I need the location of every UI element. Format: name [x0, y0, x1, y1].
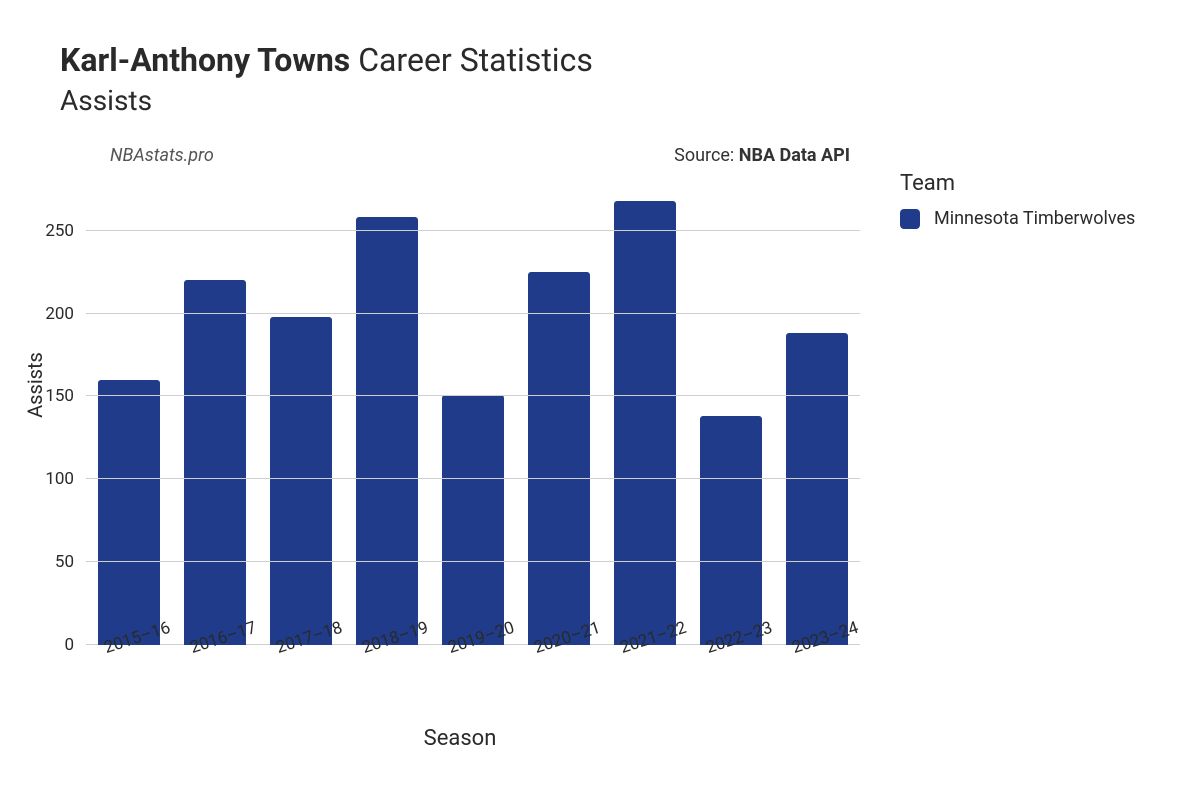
grid-line	[86, 561, 860, 562]
bar-slot: 2018–19	[344, 181, 430, 645]
bar	[786, 333, 848, 645]
y-tick-label: 250	[45, 221, 74, 241]
legend-items: Minnesota Timberwolves	[900, 208, 1135, 229]
bar-slot: 2015–16	[86, 181, 172, 645]
bar-slot: 2023–24	[774, 181, 860, 645]
plot-row: NBAstats.pro Source: NBA Data API Assist…	[40, 145, 1160, 645]
y-tick-label: 200	[45, 304, 74, 324]
bar	[614, 201, 676, 645]
bar-slot: 2020–21	[516, 181, 602, 645]
chart-container: Karl-Anthony Towns Career Statistics Ass…	[0, 0, 1200, 800]
bar	[98, 380, 160, 645]
watermark-text: NBAstats.pro	[110, 145, 214, 166]
legend-swatch	[900, 209, 920, 229]
bar	[356, 217, 418, 645]
plot-inner: 2015–162016–172017–182018–192019–202020–…	[86, 181, 860, 645]
y-tick-label: 50	[55, 552, 74, 572]
plot-area: NBAstats.pro Source: NBA Data API Assist…	[60, 145, 860, 645]
chart-title-block: Karl-Anthony Towns Career Statistics Ass…	[60, 40, 1160, 117]
grid-line	[86, 395, 860, 396]
bar-slot: 2019–20	[430, 181, 516, 645]
source-name: NBA Data API	[739, 145, 850, 166]
bar	[528, 272, 590, 645]
bars-row: 2015–162016–172017–182018–192019–202020–…	[86, 181, 860, 645]
y-tick-label: 0	[64, 635, 74, 655]
source-text: Source: NBA Data API	[674, 145, 850, 166]
grid-line	[86, 478, 860, 479]
y-tick-label: 100	[45, 469, 74, 489]
source-prefix: Source:	[674, 145, 739, 166]
chart-subtitle: Assists	[60, 84, 1160, 117]
grid-line	[86, 313, 860, 314]
bar-slot: 2022–23	[688, 181, 774, 645]
legend-item-label: Minnesota Timberwolves	[934, 208, 1135, 229]
bar	[270, 317, 332, 645]
chart-title: Karl-Anthony Towns Career Statistics	[60, 40, 1160, 80]
player-name: Karl-Anthony Towns	[60, 41, 350, 79]
x-axis-label: Season	[424, 726, 497, 751]
grid-line	[86, 230, 860, 231]
legend: Team Minnesota Timberwolves	[900, 171, 1135, 645]
title-suffix: Career Statistics	[358, 41, 593, 79]
bar	[700, 416, 762, 645]
annotation-row: NBAstats.pro Source: NBA Data API	[60, 145, 860, 177]
bar-slot: 2021–22	[602, 181, 688, 645]
y-axis-label: Assists	[23, 352, 47, 418]
bar-slot: 2016–17	[172, 181, 258, 645]
legend-item: Minnesota Timberwolves	[900, 208, 1135, 229]
y-tick-label: 150	[45, 386, 74, 406]
bar	[184, 280, 246, 645]
bar-slot: 2017–18	[258, 181, 344, 645]
legend-title: Team	[900, 171, 1135, 196]
bar	[442, 395, 504, 645]
